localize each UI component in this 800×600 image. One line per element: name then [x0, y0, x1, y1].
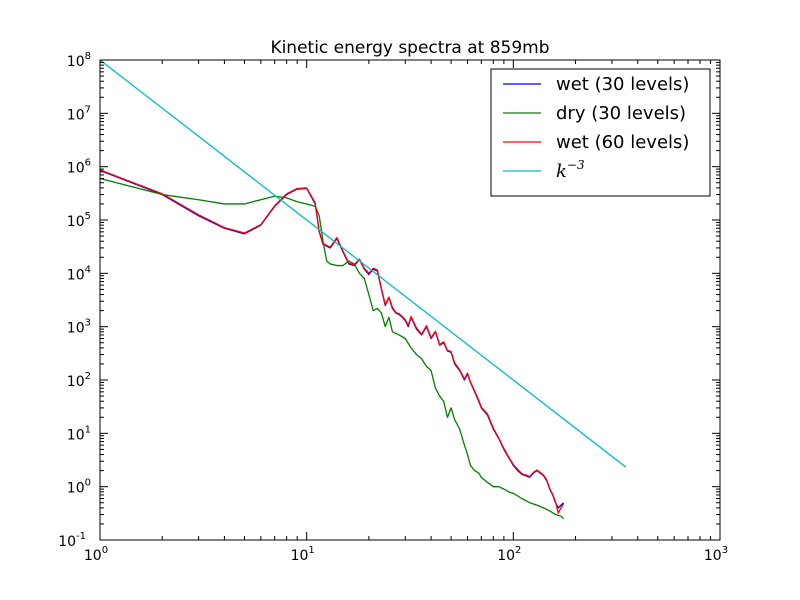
x-tick-label: 100 — [84, 545, 108, 564]
plot-frame — [99, 59, 721, 541]
chart-title: Kinetic energy spectra at 859mb — [270, 38, 549, 58]
legend-box — [490, 68, 711, 197]
series-line-1 — [100, 177, 565, 520]
ticks-layer — [99, 59, 721, 541]
series-layer — [100, 60, 627, 520]
legend-label: k−3 — [556, 158, 585, 182]
y-tick-label: 100 — [67, 478, 91, 497]
legend-items: wet (30 levels) dry (30 levels) wet (60 le… — [503, 74, 689, 182]
series-line-2 — [100, 169, 565, 514]
y-tick-label: 102 — [67, 371, 91, 390]
y-tick-label: 101 — [67, 424, 91, 443]
series-line-0 — [100, 169, 565, 509]
x-tick-label: 102 — [497, 545, 521, 564]
legend-label: wet (60 levels) — [556, 132, 689, 153]
y-tick-label: 108 — [67, 51, 91, 70]
legend-label: wet (30 levels) — [556, 74, 689, 95]
y-tick-label: 103 — [67, 318, 91, 337]
y-tick-label: 10-1 — [58, 531, 86, 550]
y-tick-label: 105 — [67, 211, 91, 230]
x-tick-label: 103 — [704, 545, 728, 564]
y-tick-label: 106 — [67, 158, 91, 177]
legend: wet (30 levels) dry (30 levels) wet (60 le… — [490, 68, 711, 197]
y-tick-label: 104 — [67, 264, 91, 283]
series-line-3 — [100, 60, 627, 468]
x-tick-label: 101 — [291, 545, 315, 564]
legend-label: dry (30 levels) — [556, 103, 686, 124]
y-tick-label: 107 — [67, 104, 91, 123]
tick-labels-layer: 100 101 102 10310-1100101102103104105106107… — [58, 51, 728, 564]
